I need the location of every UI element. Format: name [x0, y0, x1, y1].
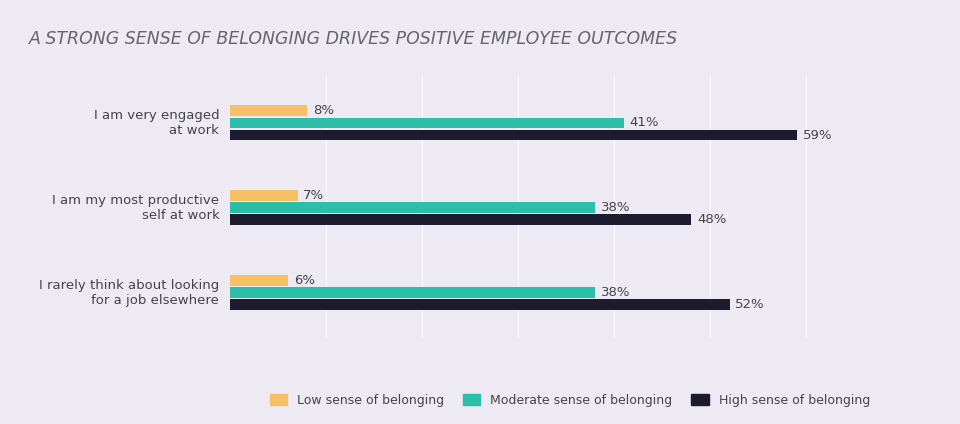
Bar: [230, 202, 595, 213]
Bar: [230, 287, 595, 298]
Bar: [230, 190, 298, 201]
Text: 38%: 38%: [601, 286, 631, 299]
Bar: [230, 215, 691, 225]
Bar: [230, 130, 797, 140]
Legend: Low sense of belonging, Moderate sense of belonging, High sense of belonging: Low sense of belonging, Moderate sense o…: [265, 389, 876, 412]
Bar: [230, 106, 307, 116]
Bar: [230, 117, 624, 128]
Bar: [230, 299, 730, 310]
Bar: [230, 275, 288, 286]
Text: 7%: 7%: [303, 189, 324, 202]
Text: 38%: 38%: [601, 201, 631, 214]
Text: 59%: 59%: [803, 128, 832, 142]
Text: 41%: 41%: [630, 117, 660, 129]
Text: 48%: 48%: [697, 213, 727, 226]
Text: 52%: 52%: [735, 298, 765, 311]
Text: 6%: 6%: [294, 274, 315, 287]
Text: A STRONG SENSE OF BELONGING DRIVES POSITIVE EMPLOYEE OUTCOMES: A STRONG SENSE OF BELONGING DRIVES POSIT…: [29, 30, 678, 47]
Text: 8%: 8%: [313, 104, 334, 117]
